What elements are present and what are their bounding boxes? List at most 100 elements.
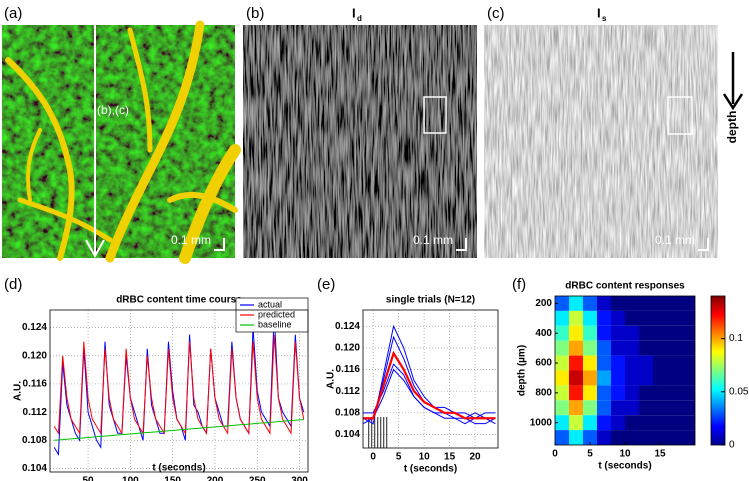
heat-cell [667,430,681,445]
panel-label: (b) [246,5,264,22]
legend-label: actual [258,299,282,309]
heat-cell [653,355,667,371]
annotation: (b),(c) [97,103,129,117]
series-line [53,334,305,435]
heat-cell [555,340,569,356]
heat-cell [569,296,583,311]
series-line [362,324,496,425]
heat-cell [611,385,625,401]
heat-cell [681,385,695,401]
direction-label: depth [725,111,739,144]
y-tick-label: 0.112 [23,407,48,418]
heat-cell [625,296,639,311]
heat-cell [667,310,681,326]
heat-cell [625,355,639,371]
heat-cell [653,430,667,445]
heat-cell [611,400,625,416]
heat-cell [611,310,625,326]
panel-label: (c) [487,5,505,22]
heat-cell [611,430,625,445]
colorbar-tick-label: 0.05 [729,386,749,397]
scale-label: 0.1 mm [655,233,695,247]
heat-cell [555,325,569,341]
heat-cell [583,340,597,356]
y-axis-label: A.U. [13,381,24,401]
heat-cell [639,325,653,341]
heat-cell [555,310,569,326]
heat-cell [611,296,625,311]
y-tick-label: 600 [535,358,552,369]
heat-cell [555,400,569,416]
heat-cell [597,415,611,431]
x-tick-label: 300 [291,476,308,481]
y-tick-label: 0.104 [335,429,360,440]
x-tick-label: 5 [396,452,402,463]
heat-cell [569,400,583,416]
y-tick-label: 0.104 [22,463,47,474]
scale-bar [214,238,225,251]
heat-cell [583,415,597,431]
vessels [5,20,241,264]
series-line [363,350,496,420]
heat-cell [569,355,583,371]
heat-cell [597,340,611,356]
series-line [363,363,496,425]
y-tick-label: 1000 [530,417,553,428]
y-tick-label: 800 [535,387,552,398]
y-axis-label: A.U. [326,369,337,389]
heat-cell [681,340,695,356]
heat-cell [583,385,597,401]
heat-cell [597,310,611,326]
heat-cell [597,296,611,311]
x-tick-label: 100 [122,476,139,481]
heat-cell [569,325,583,341]
heat-cell [597,370,611,386]
y-tick-label: 0.116 [336,364,361,375]
heat-cell [639,355,653,371]
heat-cell [625,370,639,386]
scale-label: 0.1 mm [413,233,453,247]
panel-label: (d) [4,276,22,293]
heat-cell [611,370,625,386]
heat-cell [681,415,695,431]
plot-frame [362,309,499,449]
roi-box [423,96,447,134]
scale-bar [456,238,467,251]
heat-cell [569,430,583,445]
heat-cell [555,355,569,371]
legend-label: baseline [258,319,292,329]
scale-label: 0.1 mm [171,233,211,247]
heat-cell [625,385,639,401]
y-tick-label: 0.124 [22,322,47,333]
heat-cell [653,370,667,386]
heat-cell [639,310,653,326]
image-title: I [352,5,356,20]
heat-cell [625,310,639,326]
heat-cell [639,340,653,356]
heat-cell [569,415,583,431]
heat-cell [681,430,695,445]
y-tick-label: 200 [535,298,552,309]
heat-cell [681,355,695,371]
heat-cell [583,296,597,311]
x-tick-label: 150 [164,476,181,481]
heat-cell [653,415,667,431]
heat-cell [667,325,681,341]
y-tick-label: 0.108 [22,435,47,446]
heat-cell [653,340,667,356]
heat-cell [667,296,681,311]
heat-cell [583,370,597,386]
image-texture [484,25,718,258]
heat-cell [681,310,695,326]
series-line [54,419,304,441]
heat-cell [583,325,597,341]
x-tick-label: 50 [83,476,95,481]
y-tick-label: 0.116 [23,379,48,390]
heat-cell [583,355,597,371]
heat-cell [583,400,597,416]
y-tick-label: 0.112 [336,386,361,397]
chart-title: single trials (N=12) [386,295,475,306]
chart-title: dRBC content time course [116,295,242,306]
panel-label: (f) [512,276,526,293]
